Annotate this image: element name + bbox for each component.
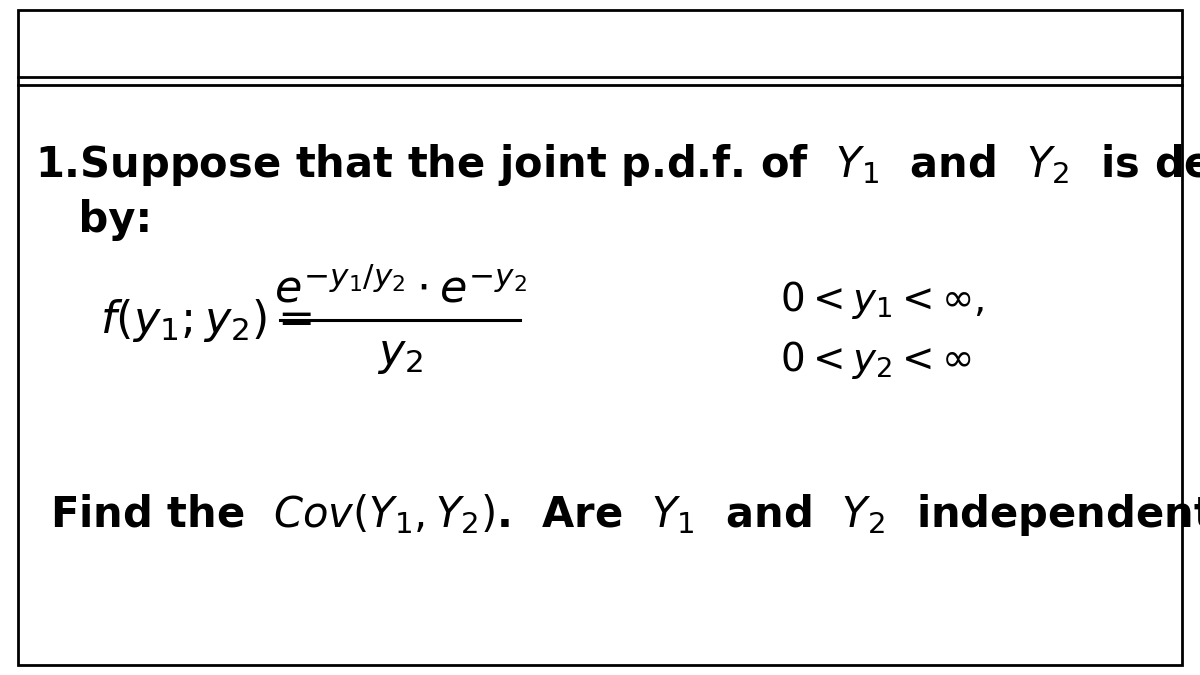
Text: $f(y_1;y_2) =$: $f(y_1;y_2) =$ — [100, 296, 312, 344]
Text: Find the  $\mathit{Cov}(Y_1, Y_2)$.  Are  $Y_1$  and  $Y_2$  independent?: Find the $\mathit{Cov}(Y_1, Y_2)$. Are $… — [50, 492, 1200, 538]
Text: $0 < y_2 < \infty$: $0 < y_2 < \infty$ — [780, 339, 972, 381]
Text: 1.Suppose that the joint p.d.f. of  $Y_1$  and  $Y_2$  is defined: 1.Suppose that the joint p.d.f. of $Y_1$… — [35, 142, 1200, 188]
Text: $y_2$: $y_2$ — [377, 333, 424, 377]
Text: $0 < y_1 < \infty,$: $0 < y_1 < \infty,$ — [780, 279, 984, 321]
Text: by:: by: — [35, 199, 152, 241]
Text: $e^{-y_1/y_2} \cdot e^{-y_2}$: $e^{-y_1/y_2} \cdot e^{-y_2}$ — [274, 268, 527, 312]
